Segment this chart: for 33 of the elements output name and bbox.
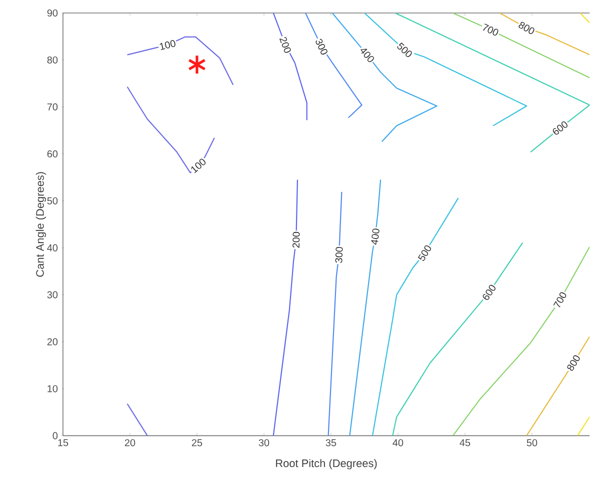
y-tick-label: 50 <box>47 198 58 205</box>
x-tick-label: 20 <box>124 439 136 446</box>
y-tick-label: 80 <box>47 56 58 64</box>
annotation: 300 <box>316 39 328 55</box>
x-axis-title: Root Pitch (Degrees) <box>276 459 377 470</box>
annotation: 700 <box>553 292 566 308</box>
x-tick-label: 50 <box>526 439 538 446</box>
y-tick-label: 0 <box>52 432 58 440</box>
point <box>188 54 206 76</box>
y-axis-title: Cant Angle (Degrees) <box>36 172 46 277</box>
annotation: 800 <box>567 355 580 371</box>
x-tick-label: 30 <box>258 439 270 446</box>
x-tick-label: 40 <box>392 439 404 446</box>
x-tick-label: 25 <box>192 439 202 446</box>
annotation: 600 <box>482 285 496 300</box>
annotation: 200 <box>279 37 291 53</box>
y-tick-label: 70 <box>47 104 58 111</box>
y-tick-label: 90 <box>47 10 58 17</box>
annotation: 400 <box>360 48 374 62</box>
annotation: 800 <box>518 22 534 34</box>
x-tick-label: 15 <box>58 439 68 446</box>
annotation: 500 <box>418 246 432 262</box>
annotation: 600 <box>552 122 568 135</box>
y-tick-label: 20 <box>47 338 58 346</box>
annotation: 700 <box>483 24 498 36</box>
annotation: 100 <box>191 158 206 174</box>
y-tick-label: 10 <box>48 385 58 392</box>
y-tick-label: 30 <box>47 291 58 298</box>
annotation: 500 <box>397 42 412 58</box>
x-tick-label: 45 <box>460 439 470 446</box>
y-tick-label: 40 <box>47 244 58 252</box>
x-tick-label: 35 <box>326 439 336 446</box>
y-tick-label: 60 <box>47 150 58 158</box>
